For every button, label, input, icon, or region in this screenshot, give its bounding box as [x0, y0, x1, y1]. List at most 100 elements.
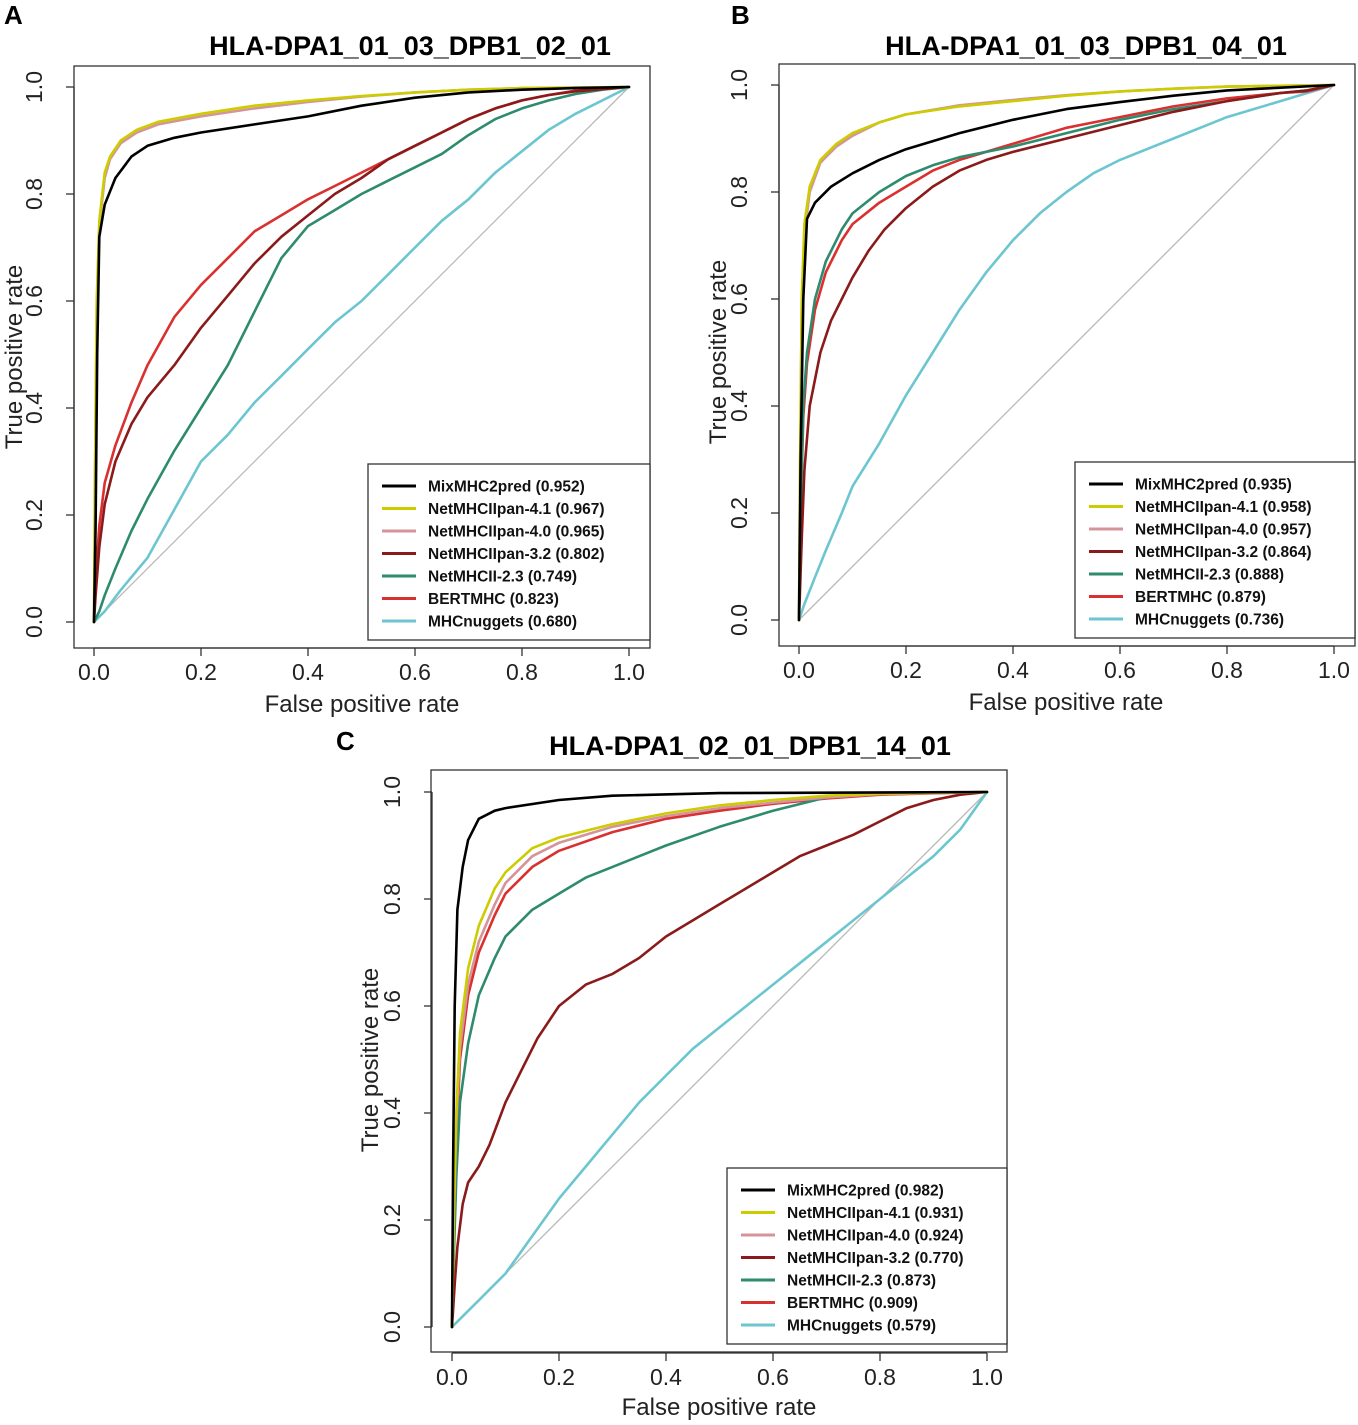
legend-label: NetMHCIIpan-3.2 (0.864)	[1135, 544, 1312, 561]
roc-curve-netmhcii-2-3	[92, 85, 631, 624]
roc-curve-netmhciipan-3-2	[797, 83, 1336, 622]
legend-entry: MixMHC2pred (0.952)	[382, 479, 585, 496]
axes: 0.0 0.2 0.4 0.6 0.8 1.0 0.0 0.2 0.4 0.6 0.8 1.0	[726, 69, 1350, 683]
x-tick-label: 0.0	[783, 657, 815, 683]
roc-curve-netmhciipan-3-2	[450, 790, 989, 1329]
legend-entry: NetMHCIIpan-3.2 (0.770)	[741, 1250, 964, 1267]
legend-entry: MHCnuggets (0.579)	[741, 1318, 936, 1335]
chart-title: HLA-DPA1_02_01_DPB1_14_01	[549, 731, 951, 761]
y-tick-label: 0.0	[21, 606, 47, 638]
legend-label: MixMHC2pred (0.935)	[1135, 477, 1292, 494]
legend-entry: NetMHCIIpan-4.0 (0.965)	[382, 524, 605, 541]
legend-label: BERTMHC (0.909)	[787, 1295, 918, 1312]
legend-label: NetMHCII-2.3 (0.888)	[1135, 567, 1284, 584]
roc-curve-netmhciipan-4-1	[450, 790, 989, 1329]
legend-entry: MHCnuggets (0.736)	[1089, 612, 1284, 629]
x-tick-label: 1.0	[1318, 657, 1350, 683]
roc-curve-mhcnuggets	[450, 790, 989, 1329]
y-tick-label: 0.8	[726, 176, 752, 208]
x-tick-label: 0.0	[436, 1364, 468, 1390]
legend-entry: MHCnuggets (0.680)	[382, 614, 577, 631]
y-axis-label: True positive rate	[705, 260, 732, 445]
x-tick-label: 0.6	[1104, 657, 1136, 683]
legend-label: NetMHCII-2.3 (0.749)	[428, 569, 577, 586]
y-tick-label: 0.8	[21, 178, 47, 210]
legend-entry: BERTMHC (0.823)	[382, 591, 559, 608]
legend-label: MHCnuggets (0.579)	[787, 1318, 936, 1335]
panel-c: C HLA-DPA1_02_01_DPB1_14_01 False positi…	[336, 726, 1008, 1421]
legend-label: NetMHCIIpan-4.1 (0.931)	[787, 1205, 964, 1222]
legend-label: MixMHC2pred (0.952)	[428, 479, 585, 496]
legend-label: NetMHCIIpan-4.0 (0.924)	[787, 1228, 964, 1245]
legend-label: NetMHCIIpan-4.0 (0.965)	[428, 524, 605, 541]
plot-frame	[430, 769, 1008, 1353]
axes: 0.0 0.2 0.4 0.6 0.8 1.0 0.0 0.2 0.4 0.6 0.8 1.0	[379, 776, 1003, 1390]
y-tick-label: 0.2	[21, 499, 47, 531]
x-tick-label: 0.0	[78, 659, 110, 685]
legend-label: NetMHCII-2.3 (0.873)	[787, 1273, 936, 1290]
legend-entry: NetMHCII-2.3 (0.888)	[1089, 567, 1284, 584]
y-tick-label: 0.4	[21, 392, 47, 424]
diagonal-reference-line	[451, 791, 988, 1328]
x-tick-label: 0.8	[506, 659, 538, 685]
legend-entry: NetMHCIIpan-4.1 (0.931)	[741, 1205, 964, 1222]
x-tick-label: 0.8	[1211, 657, 1243, 683]
legend-entry: NetMHCII-2.3 (0.873)	[741, 1273, 936, 1290]
diagonal-reference-line	[798, 84, 1335, 621]
x-tick-label: 0.2	[185, 659, 217, 685]
roc-curve-mixmhc2pred	[92, 85, 631, 624]
y-tick-label: 0.8	[379, 883, 405, 915]
legend-entry: BERTMHC (0.879)	[1089, 589, 1266, 606]
y-tick-label: 0.2	[379, 1204, 405, 1236]
x-tick-label: 1.0	[971, 1364, 1003, 1390]
legend-entry: NetMHCIIpan-4.0 (0.957)	[1089, 522, 1312, 539]
x-tick-label: 0.2	[890, 657, 922, 683]
legend-label: NetMHCIIpan-4.0 (0.957)	[1135, 522, 1312, 539]
x-tick-label: 0.8	[864, 1364, 896, 1390]
roc-curves	[92, 85, 631, 624]
y-tick-label: 1.0	[726, 69, 752, 101]
axes: 0.0 0.2 0.4 0.6 0.8 1.0 0.0 0.2 0.4 0.6 0.8 1.0	[21, 71, 645, 685]
legend-entry: NetMHCIIpan-4.1 (0.967)	[382, 501, 605, 518]
roc-curve-mhcnuggets	[797, 83, 1336, 622]
legend: MixMHC2pred (0.952) NetMHCIIpan-4.1 (0.96…	[367, 463, 651, 641]
panel-letter: C	[336, 726, 355, 756]
y-tick-label: 1.0	[21, 71, 47, 103]
x-axis-label: False positive rate	[622, 1394, 817, 1421]
diagonal-reference-line	[93, 86, 630, 623]
panel-letter: A	[4, 0, 23, 30]
legend-entry: MixMHC2pred (0.935)	[1089, 477, 1292, 494]
roc-curve-netmhciipan-4-1	[797, 83, 1336, 622]
legend-entry: NetMHCIIpan-3.2 (0.864)	[1089, 544, 1312, 561]
chart-title: HLA-DPA1_01_03_DPB1_04_01	[885, 31, 1287, 61]
legend-label: BERTMHC (0.823)	[428, 591, 559, 608]
legend-label: MHCnuggets (0.736)	[1135, 612, 1284, 629]
legend-label: MHCnuggets (0.680)	[428, 614, 577, 631]
legend-entry: NetMHCIIpan-3.2 (0.802)	[382, 546, 605, 563]
y-axis-label: True positive rate	[1, 265, 28, 450]
y-tick-label: 0.6	[21, 285, 47, 317]
legend-entry: NetMHCII-2.3 (0.749)	[382, 569, 577, 586]
y-tick-label: 0.0	[726, 604, 752, 636]
legend-label: NetMHCIIpan-4.1 (0.958)	[1135, 499, 1312, 516]
y-tick-label: 0.6	[726, 283, 752, 315]
y-axis-label: True positive rate	[357, 968, 384, 1153]
legend-label: NetMHCIIpan-4.1 (0.967)	[428, 501, 605, 518]
panel-b: B HLA-DPA1_01_03_DPB1_04_01 False positi…	[705, 0, 1356, 716]
legend-entry: MixMHC2pred (0.982)	[741, 1183, 944, 1200]
roc-curve-bertmhc	[797, 83, 1336, 622]
y-tick-label: 0.6	[379, 990, 405, 1022]
y-tick-label: 0.4	[379, 1097, 405, 1129]
roc-curves	[797, 83, 1336, 622]
roc-curve-mhcnuggets	[92, 85, 631, 624]
x-axis-label: False positive rate	[265, 691, 460, 718]
roc-curve-netmhciipan-3-2	[92, 85, 631, 624]
x-axis-label: False positive rate	[969, 689, 1164, 716]
x-tick-label: 0.2	[543, 1364, 575, 1390]
legend-entry: NetMHCIIpan-4.0 (0.924)	[741, 1228, 964, 1245]
legend-entry: BERTMHC (0.909)	[741, 1295, 918, 1312]
legend-label: NetMHCIIpan-3.2 (0.802)	[428, 546, 605, 563]
legend: MixMHC2pred (0.935) NetMHCIIpan-4.1 (0.95…	[1074, 461, 1356, 639]
x-tick-label: 0.6	[399, 659, 431, 685]
